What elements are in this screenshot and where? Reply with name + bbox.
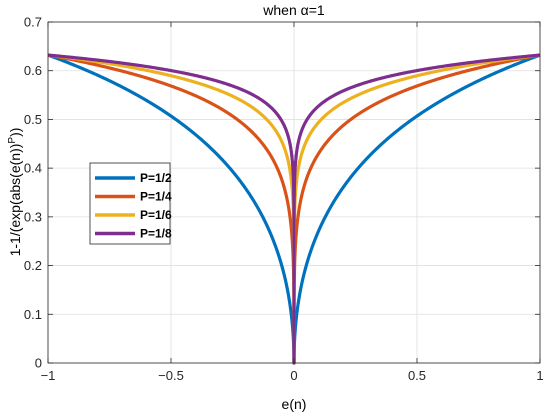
ticks bbox=[47, 21, 541, 364]
legend-label: P=1/8 bbox=[140, 227, 172, 241]
y-axis-label: 1-1/(exp(abs(e(n))P)) bbox=[7, 128, 23, 257]
y-tick-label: 0 bbox=[35, 356, 42, 371]
legend: P=1/2 P=1/4 P=1/6 P=1/8 bbox=[89, 162, 172, 245]
y-tick-label: 0.1 bbox=[24, 307, 42, 322]
y-tick-label: 0.2 bbox=[24, 258, 42, 273]
y-tick-label: 0.5 bbox=[24, 112, 42, 127]
x-tick-label: −0.5 bbox=[158, 368, 184, 383]
y-axis-label-main: 1-1/(exp(abs(e(n)) bbox=[7, 144, 23, 257]
tick-labels: −1 −0.5 0 0.5 1 0 0.1 0.2 0.3 0.4 0.5 0.6 0.7 bbox=[24, 15, 544, 384]
chart-title: when α=1 bbox=[262, 2, 325, 18]
legend-label: P=1/2 bbox=[140, 171, 172, 185]
x-tick-label: −1 bbox=[41, 368, 56, 383]
y-tick-label: 0.3 bbox=[24, 209, 42, 224]
y-tick-label: 0.4 bbox=[24, 161, 42, 176]
y-tick-label: 0.7 bbox=[24, 15, 42, 30]
x-axis-label: e(n) bbox=[282, 396, 307, 412]
x-tick-label: 1 bbox=[536, 368, 543, 383]
legend-label: P=1/6 bbox=[140, 208, 172, 222]
x-tick-label: 0 bbox=[290, 368, 297, 383]
y-axis-label-sup: P bbox=[7, 137, 18, 144]
y-tick-label: 0.6 bbox=[24, 63, 42, 78]
y-axis-label-tail: )) bbox=[7, 128, 23, 137]
x-tick-label: 0.5 bbox=[408, 368, 426, 383]
legend-label: P=1/4 bbox=[140, 190, 172, 204]
